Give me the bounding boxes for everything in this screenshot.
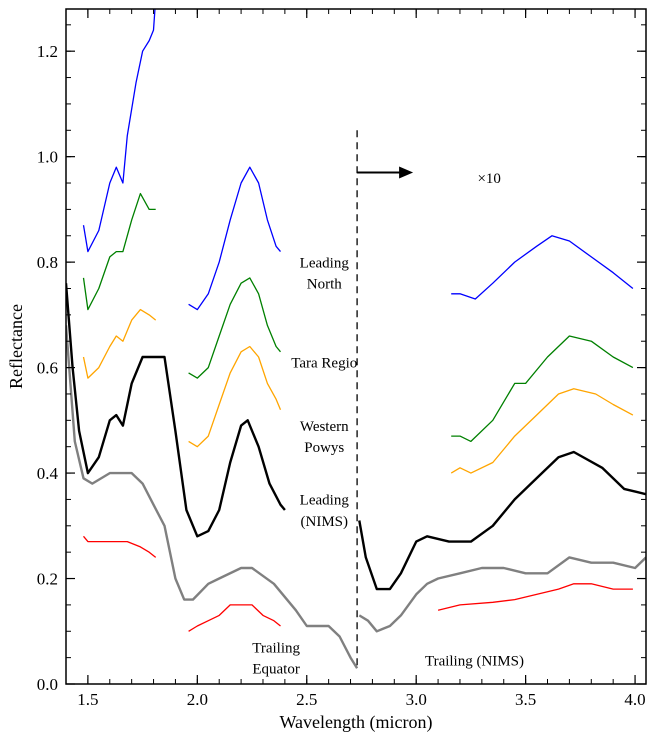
series-3-segment-1 xyxy=(358,450,646,591)
series-1-segment-2 xyxy=(451,335,634,443)
x-tick-label: 2.5 xyxy=(296,690,317,709)
tick-labels-layer: 1.5 2.0 2.5 3.0 3.5 4.0 0.0 0.2 0.4 0.6 0.8 1.0 1.2 xyxy=(37,42,646,709)
plot-frame xyxy=(65,8,647,685)
series-0-segment-0 xyxy=(82,9,156,253)
annotation-label: Leading xyxy=(300,255,350,271)
series-5-segment-1 xyxy=(188,604,281,632)
annotation-label: Powys xyxy=(304,440,344,456)
y-tick-label: 0.6 xyxy=(37,359,58,378)
annotation-label: North xyxy=(307,276,342,292)
series-1-segment-0 xyxy=(82,192,156,311)
series-4-segment-1 xyxy=(358,556,646,633)
annotation-label: Western xyxy=(300,419,349,435)
y-tick-label: 1.0 xyxy=(37,148,58,167)
annotation-label: Tara Regio xyxy=(291,356,357,372)
series-0-segment-1 xyxy=(188,166,282,311)
y-tick-label: 0.0 xyxy=(37,675,58,694)
series-2-segment-1 xyxy=(188,345,282,448)
y-tick-label: 0.8 xyxy=(37,253,58,272)
y-tick-label: 0.4 xyxy=(37,464,59,483)
y-tick-label: 0.2 xyxy=(37,570,58,589)
series-1-segment-1 xyxy=(188,277,282,379)
series-0-segment-2 xyxy=(451,235,634,300)
series-layer xyxy=(66,9,646,669)
series-5-segment-0 xyxy=(82,535,157,558)
x-tick-label: 4.0 xyxy=(624,690,645,709)
annotation-label: Trailing xyxy=(252,640,300,656)
x-tick-label: 1.5 xyxy=(77,690,98,709)
annotation-label: Equator xyxy=(252,661,299,677)
y-axis-label: Reflectance xyxy=(6,304,26,389)
x-tick-label: 2.0 xyxy=(187,690,208,709)
annotations-layer: ×10 Leading North Tara Regio Western Powys Lea… xyxy=(252,171,524,677)
annotation-label: ×10 xyxy=(477,171,500,187)
series-2-segment-0 xyxy=(82,308,157,379)
series-3-segment-0 xyxy=(66,283,286,538)
x-axis-label: Wavelength (micron) xyxy=(280,712,433,733)
ticks-layer xyxy=(66,9,646,685)
scale-arrow-icon xyxy=(357,166,414,179)
annotation-label: Leading xyxy=(300,493,350,509)
series-4-segment-0 xyxy=(66,325,359,669)
x-tick-label: 3.0 xyxy=(406,690,427,709)
series-2-segment-2 xyxy=(450,388,634,474)
series-5-segment-2 xyxy=(437,583,633,611)
annotation-label: Trailing (NIMS) xyxy=(425,654,524,670)
y-tick-label: 1.2 xyxy=(37,42,58,61)
x-tick-label: 3.5 xyxy=(515,690,536,709)
annotation-label: (NIMS) xyxy=(301,514,349,530)
